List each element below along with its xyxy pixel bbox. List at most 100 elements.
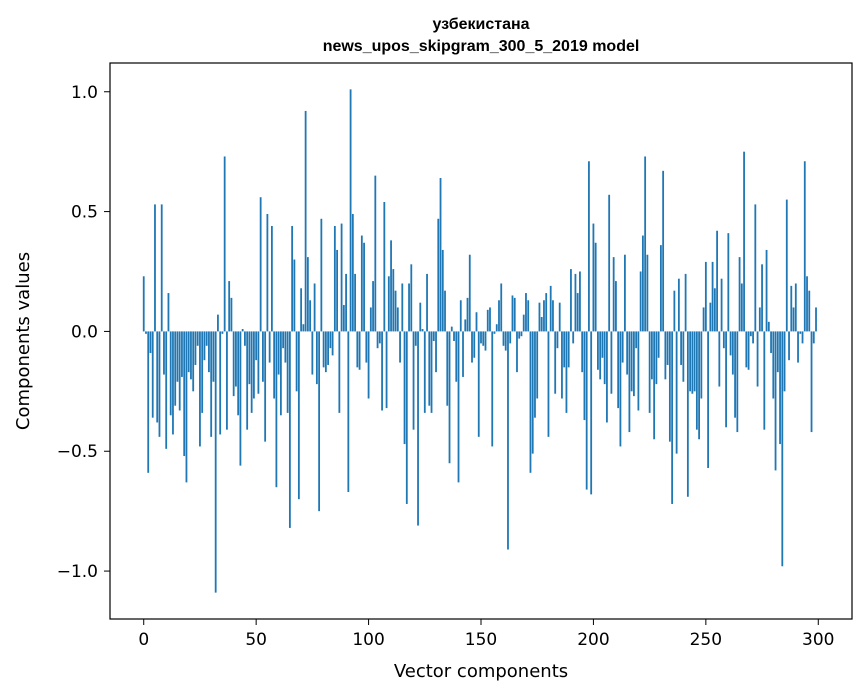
bar	[318, 331, 321, 512]
bar	[178, 331, 181, 411]
bar	[779, 331, 781, 445]
bar	[253, 331, 255, 399]
bar	[686, 331, 689, 497]
bar	[165, 331, 168, 449]
bar	[210, 331, 213, 437]
bar	[459, 300, 462, 332]
bar	[718, 331, 721, 387]
bar	[196, 331, 199, 346]
bar	[446, 331, 449, 406]
bar	[677, 278, 680, 332]
bar	[603, 331, 606, 385]
bar	[810, 331, 813, 433]
bar	[437, 218, 440, 332]
bar	[761, 264, 763, 332]
bar	[405, 331, 408, 504]
bar	[187, 331, 190, 373]
bar	[709, 302, 712, 332]
bar	[327, 331, 329, 365]
bar	[475, 312, 478, 332]
bar	[160, 204, 163, 332]
bar	[785, 199, 788, 332]
bar	[293, 259, 296, 332]
bar	[369, 307, 372, 332]
bar	[410, 264, 413, 332]
bar	[561, 331, 563, 399]
x-tick-label: 150	[465, 630, 497, 650]
bar	[284, 331, 287, 363]
bar	[702, 307, 705, 332]
bar	[767, 321, 770, 332]
bar	[345, 273, 347, 332]
bar-series	[142, 89, 817, 593]
bar	[235, 331, 237, 387]
bar	[226, 331, 228, 430]
bar	[729, 331, 732, 356]
bar	[414, 331, 417, 346]
x-tick-label: 300	[802, 630, 834, 650]
bar	[558, 302, 561, 332]
bar	[556, 331, 559, 349]
bar	[217, 314, 219, 332]
bar	[707, 331, 709, 469]
bar	[781, 331, 784, 567]
bar	[426, 273, 428, 332]
bar	[340, 223, 343, 332]
bar	[394, 290, 397, 332]
bar	[156, 331, 159, 423]
bar	[738, 257, 741, 332]
bar	[383, 202, 386, 332]
bar	[347, 331, 350, 492]
bar	[601, 331, 604, 358]
bar	[808, 290, 811, 332]
x-tick-label: 50	[245, 630, 267, 650]
y-tick-label: 1.0	[71, 83, 98, 103]
bar	[525, 293, 527, 332]
bar	[471, 331, 473, 363]
bar	[691, 331, 694, 394]
bar	[374, 175, 377, 332]
bar	[493, 331, 496, 334]
bar	[270, 225, 273, 332]
bar	[354, 273, 356, 332]
bar	[264, 331, 267, 442]
bar	[655, 331, 658, 385]
bar	[300, 288, 303, 332]
bar	[174, 331, 177, 406]
bar	[522, 314, 525, 332]
bar	[205, 331, 208, 346]
bar	[756, 331, 759, 387]
bar	[612, 257, 615, 332]
bar	[169, 331, 172, 416]
bar	[597, 331, 599, 370]
bar	[509, 331, 512, 344]
bar	[275, 331, 278, 488]
bar	[745, 331, 748, 368]
bar	[648, 331, 651, 413]
bar	[664, 331, 667, 380]
bar	[585, 331, 588, 490]
bar	[295, 331, 298, 392]
bar	[806, 276, 808, 332]
bar	[626, 331, 629, 375]
bar	[257, 331, 260, 394]
bar	[147, 331, 150, 473]
bar	[758, 307, 761, 332]
bar	[536, 331, 539, 399]
bar	[223, 156, 226, 332]
bar	[572, 331, 575, 344]
bar	[520, 331, 523, 337]
bar	[365, 331, 368, 363]
bar	[736, 331, 739, 433]
bar	[145, 331, 147, 334]
bar	[358, 331, 361, 370]
bar	[268, 331, 271, 363]
bar	[387, 276, 390, 332]
bar	[518, 331, 521, 339]
bar	[331, 331, 334, 356]
bar	[621, 331, 624, 363]
chart-subtitle: news_upos_skipgram_300_5_2019 model	[323, 38, 640, 55]
bar	[754, 204, 757, 332]
bar	[590, 331, 593, 495]
